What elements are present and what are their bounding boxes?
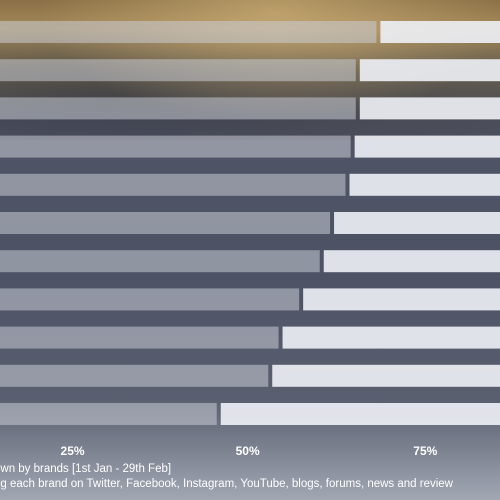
bar-segment-b-1 [359,59,500,82]
bar-segment-b-3 [354,135,500,158]
bar-segment-a-0 [0,21,377,43]
bar-segment-a-6 [0,250,320,273]
chart-caption: own by brands [1st Jan - 29th Feb] ng ea… [0,462,500,492]
bar-segment-a-4 [0,173,346,196]
bar-segment-b-4 [349,173,500,196]
bar-segment-b-9 [272,364,500,387]
x-tick-label-2: 75% [413,444,437,458]
bar-segment-b-6 [323,250,500,273]
caption-line-1: own by brands [1st Jan - 29th Feb] [0,463,172,475]
bar-segment-a-2 [0,97,356,120]
x-tick-label-1: 50% [236,444,260,458]
bar-segment-a-10 [0,403,217,425]
bar-segment-a-8 [0,326,279,349]
caption-line-2: ng each brand on Twitter, Facebook, Inst… [0,478,453,490]
bar-segment-b-10 [220,403,500,425]
bar-segment-b-7 [303,288,500,311]
x-tick-label-0: 25% [61,444,85,458]
bar-segment-a-3 [0,135,351,158]
bar-segment-a-7 [0,288,300,311]
bar-segment-b-8 [282,326,500,349]
bar-segment-b-5 [334,212,500,234]
bar-segment-b-2 [359,97,500,120]
bar-segment-a-9 [0,364,269,387]
bar-segment-a-5 [0,212,331,234]
bar-segment-a-1 [0,59,356,82]
bar-segment-b-0 [380,21,500,43]
